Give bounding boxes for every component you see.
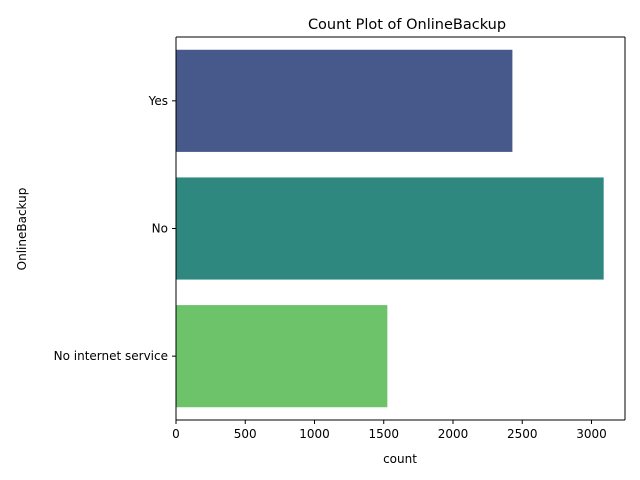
bar-yes <box>176 49 513 152</box>
x-tick-label: 500 <box>234 427 257 441</box>
x-axis: 0 500 1000 1500 2000 2500 3000 <box>172 420 607 441</box>
y-tick-label: No internet service <box>54 349 168 363</box>
x-tick-label: 2500 <box>507 427 538 441</box>
y-axis: Yes No No internet service <box>54 94 176 363</box>
x-axis-label: count <box>383 452 417 466</box>
x-tick-label: 1000 <box>299 427 330 441</box>
x-tick-label: 0 <box>172 427 180 441</box>
y-axis-label: OnlineBackup <box>15 188 29 271</box>
y-tick-label: No <box>152 222 168 236</box>
bar-no <box>176 177 604 280</box>
x-tick-label: 3000 <box>576 427 607 441</box>
bar-no-internet-service <box>176 305 388 408</box>
x-tick-label: 1500 <box>368 427 399 441</box>
chart-title: Count Plot of OnlineBackup <box>308 17 506 33</box>
plot-area <box>175 36 626 421</box>
y-tick-label: Yes <box>148 94 168 108</box>
x-tick-label: 2000 <box>438 427 469 441</box>
